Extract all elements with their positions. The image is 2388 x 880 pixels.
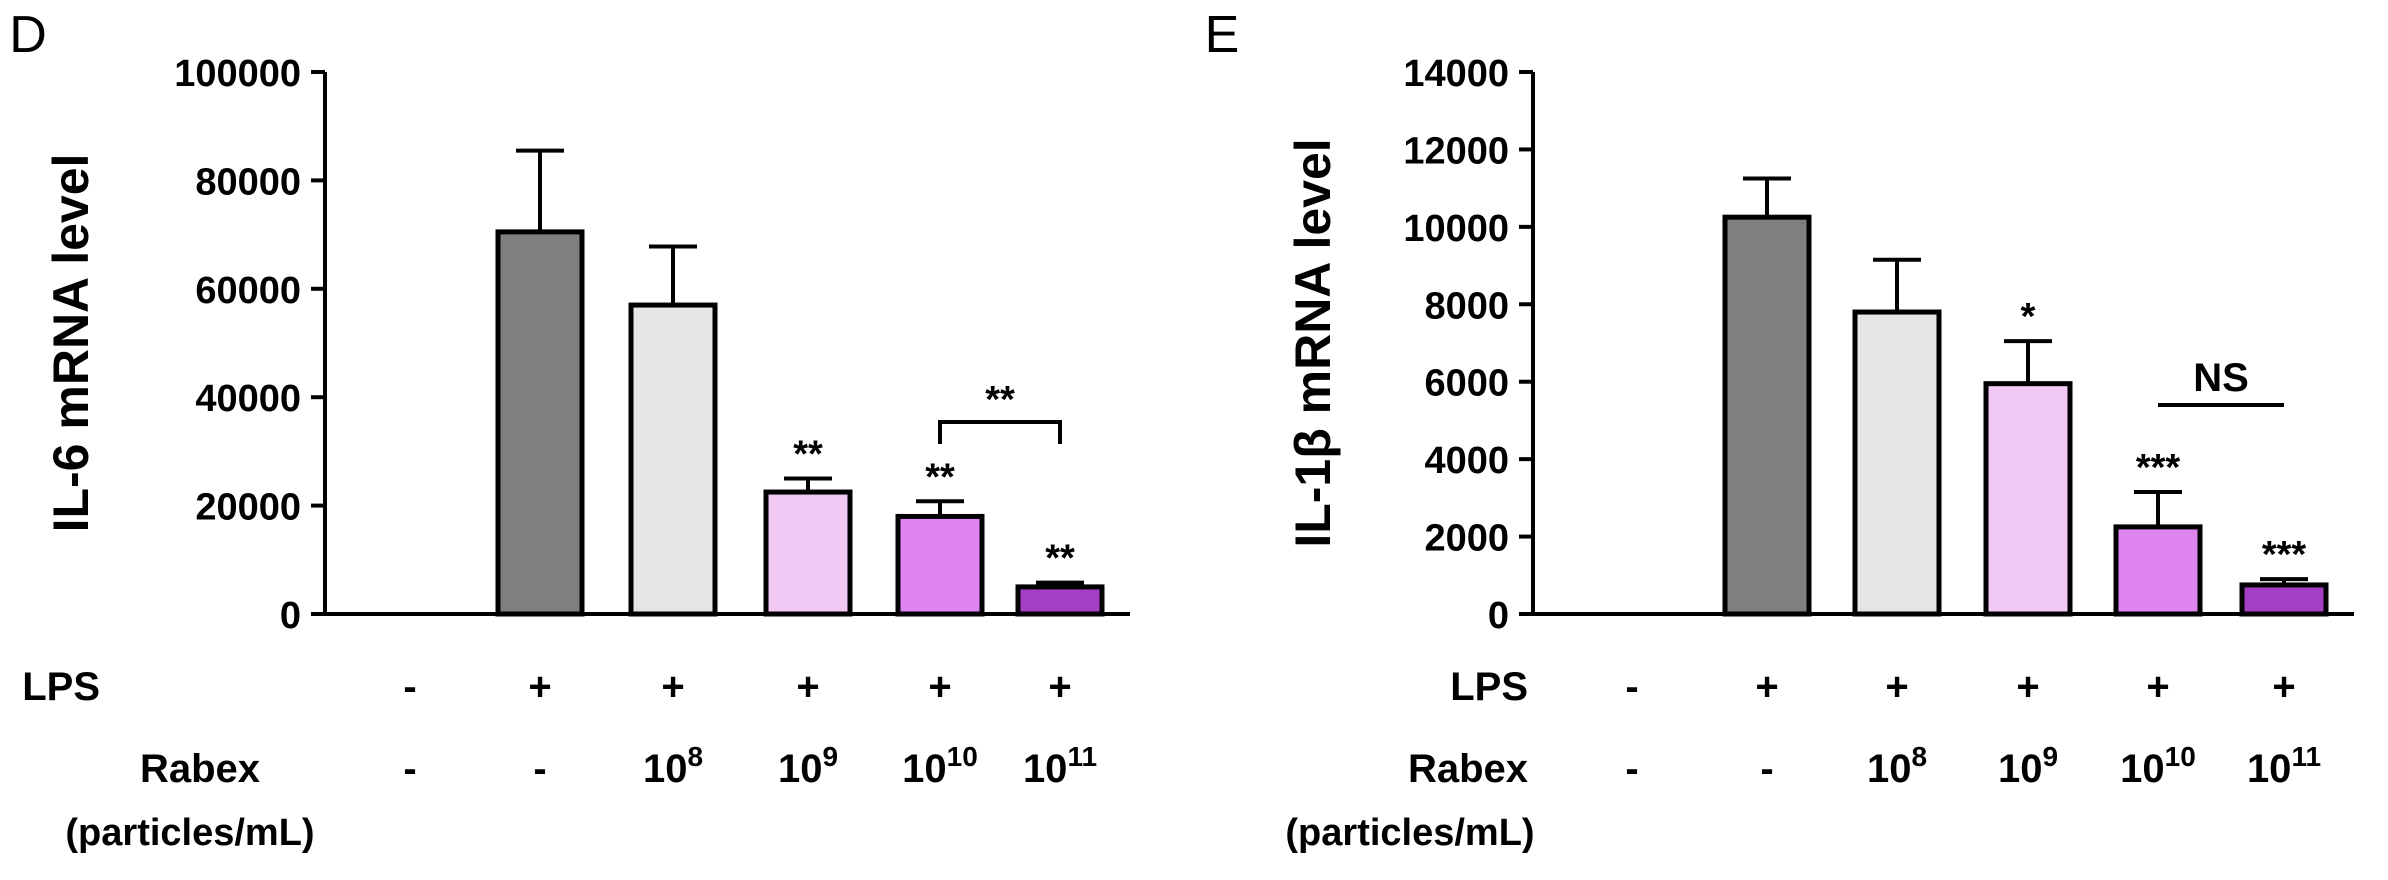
panel-d-lps-row-label: LPS (22, 665, 100, 709)
panel-e-y-tick-label: 8000 (1424, 285, 1509, 327)
panel-e-units-label: (particles/mL) (1285, 812, 1534, 854)
panel-e-rabex-value: - (1760, 747, 1773, 791)
panel-e-lps-sign: + (2016, 665, 2039, 709)
panel-e-bar (1983, 381, 2073, 617)
panel-d-lps-sign: - (403, 665, 416, 709)
panel-d-lps-sign: + (928, 665, 951, 709)
panel-e-lps-sign: + (2272, 665, 2295, 709)
panel-e-bar (1722, 214, 1812, 617)
panel-d-lps-sign: + (1048, 665, 1071, 709)
panel-e-significance-label: * (2021, 296, 2036, 338)
panel-e-bar (2239, 582, 2329, 617)
panel-d-significance-label: ** (793, 434, 823, 476)
panel-d-rabex-value: 108 (643, 741, 703, 791)
panel-d-y-tick-label: 20000 (195, 487, 301, 529)
panel-e-y-tick-label: 14000 (1403, 53, 1509, 95)
panel-e-y-tick-label: 4000 (1424, 440, 1509, 482)
panel-d-lps-sign: + (661, 665, 684, 709)
panel-d-y-axis-label: IL-6 mRNA level (43, 154, 99, 533)
panel-d-bar (495, 229, 585, 617)
panel-e-bar (2113, 524, 2203, 617)
panel-e-lps-sign: + (1755, 665, 1778, 709)
panel-d-rabex-row-label: Rabex (140, 747, 260, 791)
panel-e-y-tick-label: 6000 (1424, 363, 1509, 405)
panel-d-comparison-bracket (938, 420, 1062, 444)
panel-e-y-tick-label: 0 (1488, 595, 1509, 637)
panel-d-significance-label: ** (1045, 538, 1075, 580)
panel-d-bar (763, 489, 853, 617)
panel-d-units-label: (particles/mL) (65, 812, 314, 854)
panel-e-comparison-label: NS (2193, 356, 2249, 400)
panel-e-bar (1852, 309, 1942, 617)
panel-d-lps-sign: + (528, 665, 551, 709)
panel-e-rabex-value: 109 (1998, 741, 2058, 791)
panel-e-y-tick-label: 10000 (1403, 208, 1509, 250)
panel-e-y-axis-label: IL-1β mRNA level (1285, 138, 1341, 547)
panel-d-bar (1015, 584, 1105, 617)
panel-d-y-tick-label: 40000 (195, 378, 301, 420)
panel-d-panel-letter: D (9, 6, 47, 64)
panel-d-rabex-value: - (533, 747, 546, 791)
panel-e-y-tick-label: 2000 (1424, 518, 1509, 560)
panel-d-y-tick-label: 0 (280, 595, 301, 637)
panel-d-y-tick-label: 100000 (174, 53, 301, 95)
panel-d-rabex-value: 109 (778, 741, 838, 791)
panel-d-rabex-value: 1010 (902, 741, 978, 791)
panel-e-rabex-value: 1011 (2247, 741, 2321, 791)
panel-e-significance-label: *** (2262, 534, 2307, 576)
panel-d-bar (628, 302, 718, 617)
panel-e-rabex-value: - (1625, 747, 1638, 791)
panel-e-lps-sign: + (2146, 665, 2169, 709)
panel-e-lps-row-label: LPS (1450, 665, 1528, 709)
panel-d-y-tick-label: 60000 (195, 270, 301, 312)
panel-e-y-tick-label: 12000 (1403, 130, 1509, 172)
panel-e-lps-sign: + (1885, 665, 1908, 709)
panel-d-y-tick-label: 80000 (195, 161, 301, 203)
panel-d-bar (895, 513, 985, 617)
panel-e-panel-letter: E (1205, 6, 1240, 64)
panel-d-significance-label: ** (925, 456, 955, 498)
panel-d-lps-sign: + (796, 665, 819, 709)
panel-d-rabex-value: - (403, 747, 416, 791)
panel-d-rabex-value: 1011 (1023, 741, 1097, 791)
panel-e-rabex-value: 1010 (2120, 741, 2196, 791)
panel-e-rabex-row-label: Rabex (1408, 747, 1528, 791)
panel-e-lps-sign: - (1625, 665, 1638, 709)
panel-d-comparison-label: ** (985, 379, 1015, 421)
panel-e-rabex-value: 108 (1867, 741, 1927, 791)
panel-e-significance-label: *** (2136, 447, 2181, 489)
